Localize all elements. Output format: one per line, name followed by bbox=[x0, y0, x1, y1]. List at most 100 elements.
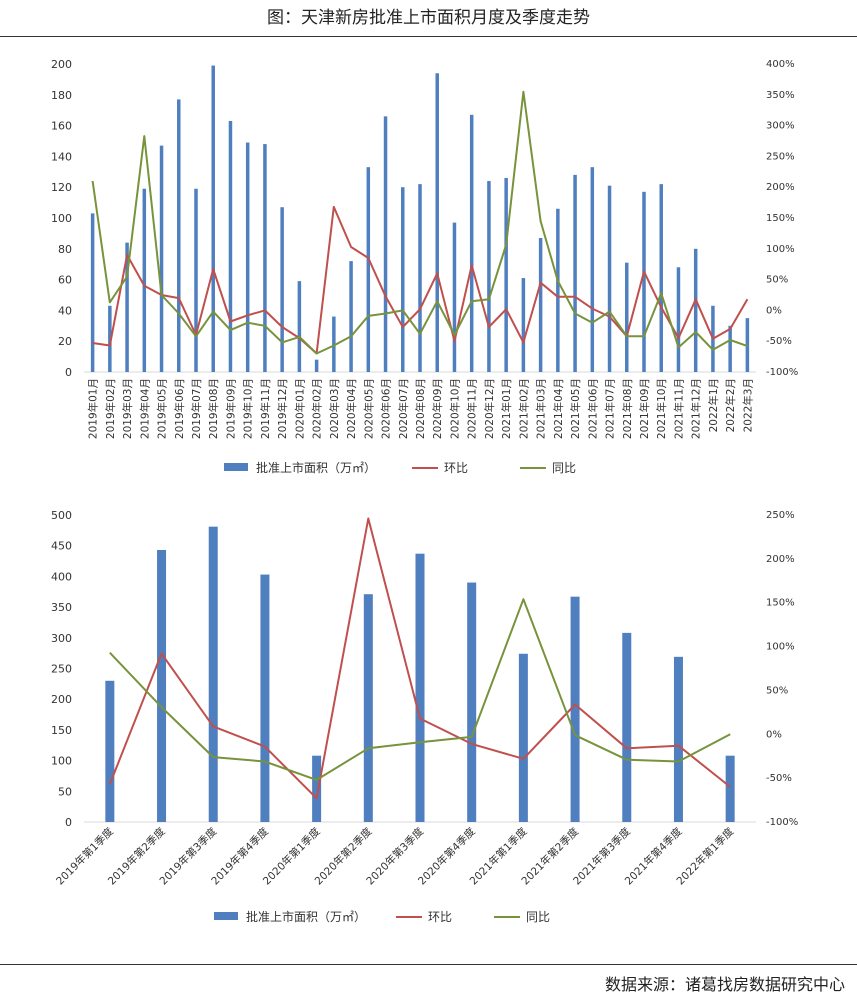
bar-6 bbox=[177, 99, 181, 372]
bar-1 bbox=[91, 213, 95, 372]
left-axis-tick: 400 bbox=[51, 570, 72, 583]
category-label: 2021年03月 bbox=[535, 378, 548, 439]
category-label: 2021年06月 bbox=[586, 378, 599, 439]
bar-13 bbox=[726, 756, 735, 822]
bar-21 bbox=[435, 73, 439, 372]
bar-10 bbox=[571, 597, 580, 822]
category-label: 2019年11月 bbox=[259, 378, 272, 439]
left-axis-tick: 100 bbox=[51, 755, 72, 768]
legend-label: 同比 bbox=[526, 910, 550, 924]
category-label: 2020年07月 bbox=[397, 378, 410, 439]
right-axis-tick: -100% bbox=[766, 817, 798, 828]
left-axis-tick: 180 bbox=[51, 89, 72, 102]
bar-3 bbox=[209, 527, 218, 822]
left-axis-tick: 40 bbox=[58, 304, 72, 317]
bar-14 bbox=[315, 360, 319, 372]
right-axis-tick: 200% bbox=[766, 554, 795, 565]
bar-5 bbox=[160, 146, 164, 372]
quarterly-chart: 050100150200250300350400450500-100%-50%0… bbox=[0, 505, 857, 945]
category-label: 2022年1月 bbox=[707, 378, 720, 432]
bar-12 bbox=[674, 657, 683, 822]
bar-28 bbox=[556, 209, 560, 372]
legend-item-2: 环比 bbox=[396, 910, 452, 924]
legend-label: 批准上市面积（万㎡） bbox=[246, 909, 366, 924]
legend-item-1: 批准上市面积（万㎡） bbox=[214, 909, 366, 924]
right-axis-tick: 250% bbox=[766, 151, 795, 162]
category-label: 2021年08月 bbox=[621, 378, 634, 439]
bar-9 bbox=[519, 654, 528, 822]
category-label: 2020年06月 bbox=[380, 378, 393, 439]
category-label: 2019年02月 bbox=[104, 378, 117, 439]
category-label: 2019年01月 bbox=[87, 378, 100, 439]
right-axis-tick: 150% bbox=[766, 213, 795, 224]
bar-11 bbox=[263, 144, 267, 372]
right-axis-tick: 300% bbox=[766, 121, 795, 132]
bar-36 bbox=[694, 249, 698, 372]
left-axis-tick: 450 bbox=[51, 540, 72, 553]
chart-title-bar: 图：天津新房批准上市面积月度及季度走势 bbox=[0, 0, 857, 37]
bar-31 bbox=[608, 186, 612, 372]
bar-20 bbox=[418, 184, 422, 372]
category-label: 2021年04月 bbox=[552, 378, 565, 439]
left-axis-tick: 20 bbox=[58, 335, 72, 348]
left-axis-tick: 160 bbox=[51, 120, 72, 133]
bar-35 bbox=[677, 267, 681, 372]
right-axis-tick: 100% bbox=[766, 642, 795, 653]
category-label: 2021年11月 bbox=[672, 378, 685, 439]
category-label: 2019年09月 bbox=[224, 378, 237, 439]
source-note: 数据来源：诸葛找房数据研究中心 bbox=[605, 971, 845, 995]
left-axis-tick: 80 bbox=[58, 243, 72, 256]
legend-item-3: 同比 bbox=[520, 461, 576, 475]
bar-38 bbox=[728, 326, 732, 372]
bar-11 bbox=[622, 633, 631, 822]
legend-item-3: 同比 bbox=[494, 910, 550, 924]
category-label: 2021年07月 bbox=[604, 378, 617, 439]
left-axis-tick: 500 bbox=[51, 509, 72, 522]
category-label: 2020年09月 bbox=[431, 378, 444, 439]
left-axis-tick: 120 bbox=[51, 181, 72, 194]
category-label: 2019年12月 bbox=[276, 378, 289, 439]
bar-9 bbox=[229, 121, 233, 372]
monthly-chart: 020406080100120140160180200-100%-50%0%50… bbox=[0, 40, 857, 510]
legend-label: 环比 bbox=[428, 910, 452, 924]
right-axis-tick: 150% bbox=[766, 598, 795, 609]
legend-item-1: 批准上市面积（万㎡） bbox=[224, 460, 376, 475]
bar-2 bbox=[157, 550, 166, 822]
left-axis-tick: 300 bbox=[51, 632, 72, 645]
right-axis-tick: 0% bbox=[766, 729, 782, 740]
bar-8 bbox=[467, 583, 476, 822]
bar-10 bbox=[246, 143, 250, 372]
left-axis-tick: 60 bbox=[58, 274, 72, 287]
legend-label: 批准上市面积（万㎡） bbox=[256, 460, 376, 475]
left-axis-tick: 140 bbox=[51, 150, 72, 163]
chart-title: 图：天津新房批准上市面积月度及季度走势 bbox=[267, 0, 590, 36]
category-label: 2021年10月 bbox=[655, 378, 668, 439]
category-label: 2021年12月 bbox=[690, 378, 703, 439]
category-label: 2020年05月 bbox=[362, 378, 375, 439]
right-axis-tick: -50% bbox=[766, 336, 792, 347]
right-axis-tick: 50% bbox=[766, 685, 788, 696]
category-label: 2019年05月 bbox=[156, 378, 169, 439]
bar-32 bbox=[625, 263, 629, 372]
right-axis-tick: 400% bbox=[766, 59, 795, 70]
category-label: 2019年06月 bbox=[173, 378, 186, 439]
category-label: 2020年10月 bbox=[448, 378, 461, 439]
bar-23 bbox=[470, 115, 474, 372]
left-axis-tick: 0 bbox=[65, 816, 72, 829]
category-label: 2019年10月 bbox=[242, 378, 255, 439]
bar-7 bbox=[416, 554, 425, 822]
right-axis-tick: -50% bbox=[766, 773, 792, 784]
category-label: 2019年03月 bbox=[121, 378, 134, 439]
legend-item-2: 环比 bbox=[412, 461, 468, 475]
bar-30 bbox=[591, 167, 595, 372]
category-label: 2022年3月 bbox=[741, 378, 754, 432]
bar-29 bbox=[573, 175, 577, 372]
category-label: 2021年09月 bbox=[638, 378, 651, 439]
category-label: 2020年11月 bbox=[466, 378, 479, 439]
left-axis-tick: 350 bbox=[51, 601, 72, 614]
right-axis-tick: 50% bbox=[766, 275, 788, 286]
bar-18 bbox=[384, 116, 388, 372]
bar-26 bbox=[522, 278, 526, 372]
left-axis-tick: 50 bbox=[58, 785, 72, 798]
legend-bar-swatch bbox=[214, 912, 238, 920]
